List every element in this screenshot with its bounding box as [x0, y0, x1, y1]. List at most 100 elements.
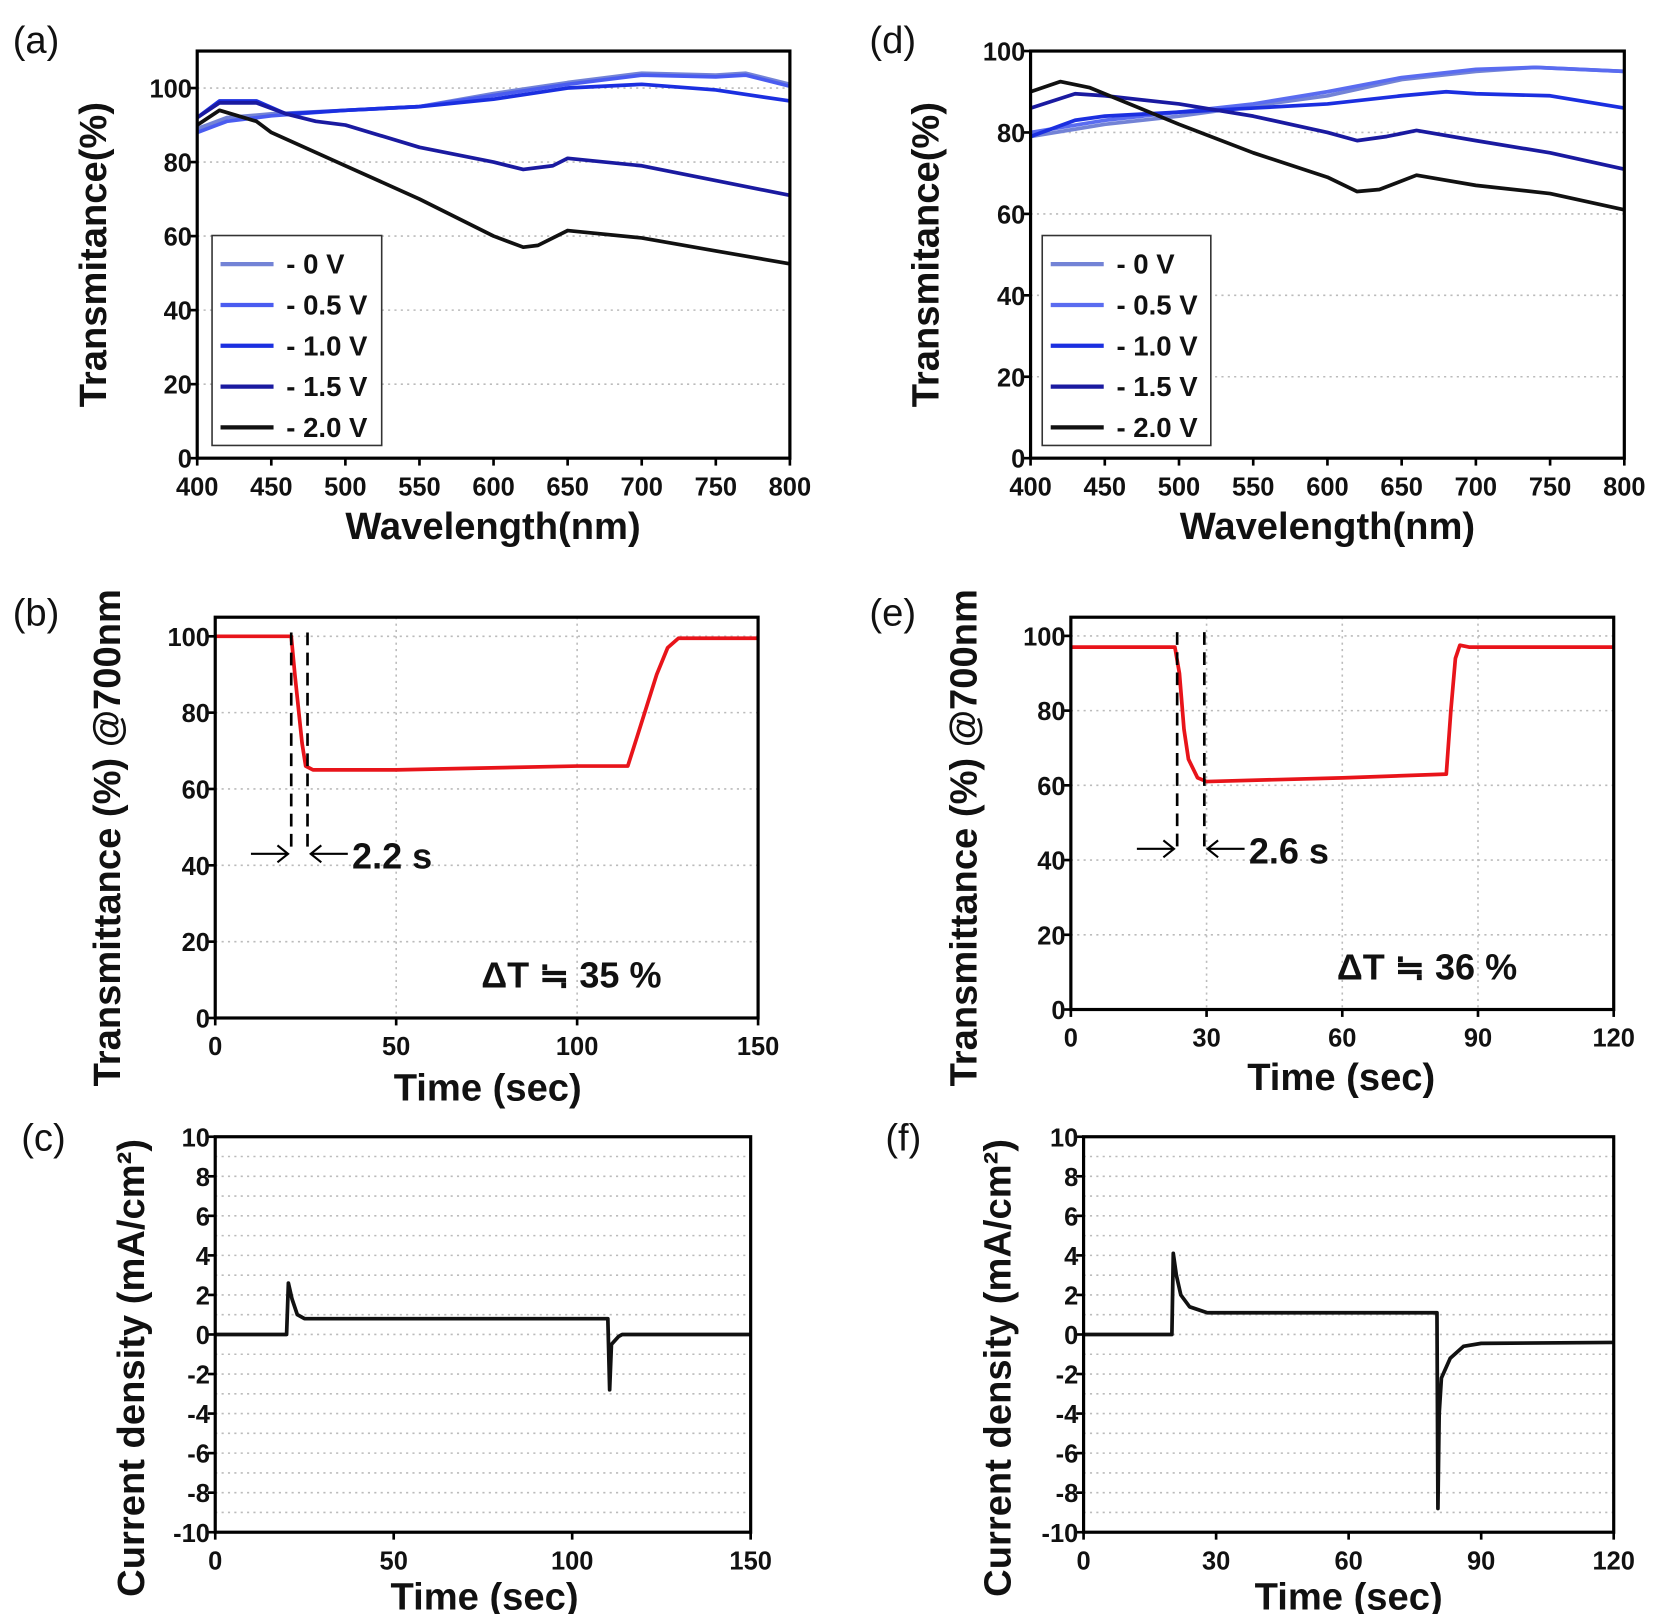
y-tick-label: 100	[167, 624, 209, 652]
y-axis-label: Transmitance(%)	[904, 102, 947, 407]
series-line-0	[215, 1281, 751, 1392]
x-tick-label: 450	[1084, 473, 1126, 501]
y-tick-label: 0	[1011, 446, 1025, 474]
x-tick-label: 0	[1064, 1025, 1078, 1053]
x-tick-label: 550	[398, 473, 440, 501]
y-tick-label: 100	[983, 39, 1025, 67]
series-line-0	[1083, 1251, 1614, 1511]
x-tick-label: 150	[737, 1033, 779, 1061]
x-tick-label: 0	[1077, 1547, 1091, 1575]
y-tick-label: 0	[178, 446, 192, 474]
y-tick-label: 6	[196, 1203, 210, 1231]
x-tick-label: 120	[1592, 1547, 1634, 1575]
panel-label: (c)	[21, 1117, 65, 1160]
x-tick-label: 500	[1158, 473, 1200, 501]
y-tick-label: 40	[164, 298, 192, 326]
y-tick-label: 80	[182, 700, 210, 728]
x-tick-label: 150	[729, 1547, 771, 1575]
x-tick-label: 800	[1603, 473, 1645, 501]
series-line-2.0v	[196, 108, 791, 266]
y-tick-label: 10	[1050, 1124, 1078, 1152]
y-tick-label: 0	[1064, 1322, 1078, 1350]
x-axis-label: Time (sec)	[391, 1576, 579, 1614]
x-tick-label: 750	[1529, 473, 1571, 501]
y-tick-label: -8	[1056, 1480, 1079, 1508]
y-tick-label: -4	[1056, 1401, 1079, 1429]
panel-b: 0 50 100 150 0 20 40 60 80 100 (b) Time (sec) Transm…	[13, 589, 780, 1110]
arrow-left-icon	[1205, 839, 1245, 859]
y-tick-label: -6	[1056, 1441, 1079, 1469]
legend-entry: - 1.5 V	[286, 371, 368, 402]
panel-f: 0 30 60 90 120 -10 -8 -6 -4 -2 0 2 4 6 8 10 (f) Time (sec…	[885, 1117, 1635, 1614]
legend-entry: - 0 V	[286, 249, 345, 280]
arrow-right-icon	[1136, 839, 1176, 859]
arrow-right-icon	[250, 844, 290, 864]
series-line-0	[215, 634, 759, 772]
y-tick-label: 80	[997, 120, 1025, 148]
x-tick-label: 600	[472, 473, 514, 501]
x-axis-label: Time (sec)	[1255, 1576, 1443, 1614]
arrow-left-icon	[309, 844, 348, 864]
y-tick-label: -10	[173, 1520, 210, 1548]
series-line-1.0v	[196, 82, 791, 120]
series-line-1.5v	[196, 101, 791, 198]
y-tick-label: 20	[164, 372, 192, 400]
y-axis-label: Transmittance (%) @700nm	[942, 589, 985, 1086]
y-axis-label: Current density (mA/cm²)	[976, 1139, 1019, 1597]
panel-d: 400 450 500 550 600 650 700 750 800 0 20 40 60 80 100 (…	[869, 19, 1645, 548]
y-tick-label: 0	[196, 1322, 210, 1350]
delta-t-label: ΔT ≒ 36 %	[1337, 947, 1517, 988]
x-tick-label: 50	[380, 1547, 408, 1575]
panel-c: 0 50 100 150 -10 -8 -6 -4 -2 0 2 4 6 8 10 (c) Time (sec)…	[21, 1117, 772, 1614]
x-tick-label: 50	[382, 1033, 410, 1061]
legend-entry: - 0.5 V	[286, 290, 368, 321]
panel-label: (d)	[869, 19, 916, 62]
y-tick-label: 4	[1064, 1243, 1079, 1271]
y-tick-label: 40	[997, 283, 1025, 311]
y-axis-label: Transmitance(%)	[72, 102, 115, 407]
panel-label: (f)	[885, 1117, 921, 1160]
panel-a: 400 450 500 550 600 650 700 750 800 0 20 40 60 80 100 (…	[13, 19, 811, 548]
x-tick-label: 90	[1467, 1547, 1495, 1575]
x-tick-label: 750	[695, 473, 737, 501]
x-tick-label: 90	[1464, 1025, 1492, 1053]
x-tick-label: 30	[1202, 1547, 1230, 1575]
response-time-label: 2.2 s	[352, 836, 432, 877]
y-tick-label: 4	[196, 1243, 211, 1271]
panel-label: (b)	[13, 592, 60, 635]
legend-entry: - 0.5 V	[1116, 290, 1198, 321]
y-tick-label: 60	[1037, 773, 1065, 801]
series-line-2.0v	[1029, 79, 1625, 212]
y-axis-label: Transmittance (%) @700nm	[86, 589, 129, 1086]
y-tick-label: 40	[182, 853, 210, 881]
y-tick-label: 60	[997, 201, 1025, 229]
y-tick-label: 60	[164, 224, 192, 252]
series-line-0.5v	[196, 73, 791, 135]
plot-frame	[213, 615, 760, 1020]
x-tick-label: 650	[1380, 473, 1422, 501]
y-tick-label: 10	[182, 1124, 210, 1152]
y-tick-label: 100	[149, 76, 191, 104]
y-tick-label: 20	[1037, 922, 1065, 950]
y-tick-label: 6	[1064, 1203, 1078, 1231]
x-tick-label: 0	[208, 1033, 222, 1061]
x-tick-label: 0	[208, 1547, 222, 1575]
x-tick-label: 60	[1328, 1025, 1356, 1053]
series-line-0v	[1030, 65, 1625, 139]
y-tick-label: 100	[1023, 623, 1065, 651]
y-tick-label: 0	[1051, 997, 1065, 1025]
legend-box	[211, 234, 383, 447]
x-tick-label: 60	[1334, 1547, 1362, 1575]
x-tick-label: 800	[769, 473, 811, 501]
y-tick-label: 0	[196, 1006, 210, 1034]
y-tick-label: -6	[187, 1441, 210, 1469]
y-tick-label: 2	[196, 1282, 210, 1310]
x-tick-label: 700	[1455, 473, 1497, 501]
legend-entry: - 2.0 V	[286, 412, 368, 443]
y-axis-label: Current density (mA/cm²)	[110, 1139, 153, 1597]
response-time-label: 2.6 s	[1249, 831, 1329, 872]
y-tick-label: -4	[187, 1401, 210, 1429]
y-tick-label: -2	[187, 1362, 210, 1390]
series-line-0.5v	[1030, 65, 1625, 135]
